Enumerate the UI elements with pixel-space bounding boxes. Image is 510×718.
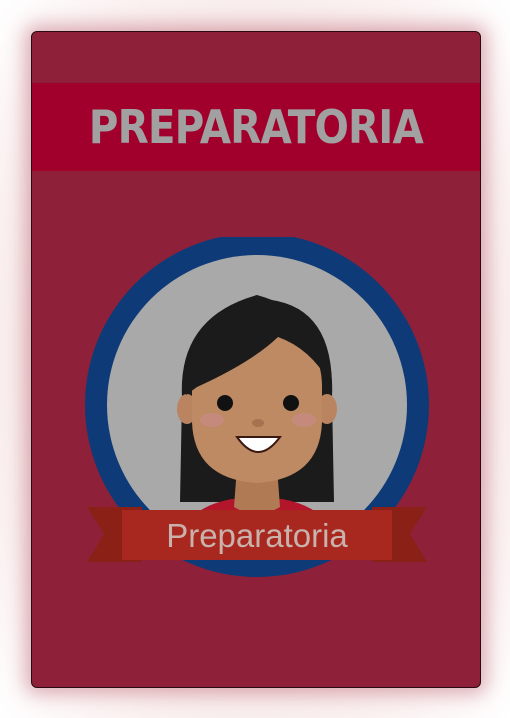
badge-label: Preparatoria <box>166 517 348 554</box>
title-banner: PREPARATORIA <box>32 83 480 171</box>
student-badge: Preparatoria <box>85 237 429 577</box>
badge-ribbon <box>87 507 427 562</box>
level-card[interactable]: PREPARATORIA <box>31 31 481 688</box>
card-title: PREPARATORIA <box>88 100 424 154</box>
